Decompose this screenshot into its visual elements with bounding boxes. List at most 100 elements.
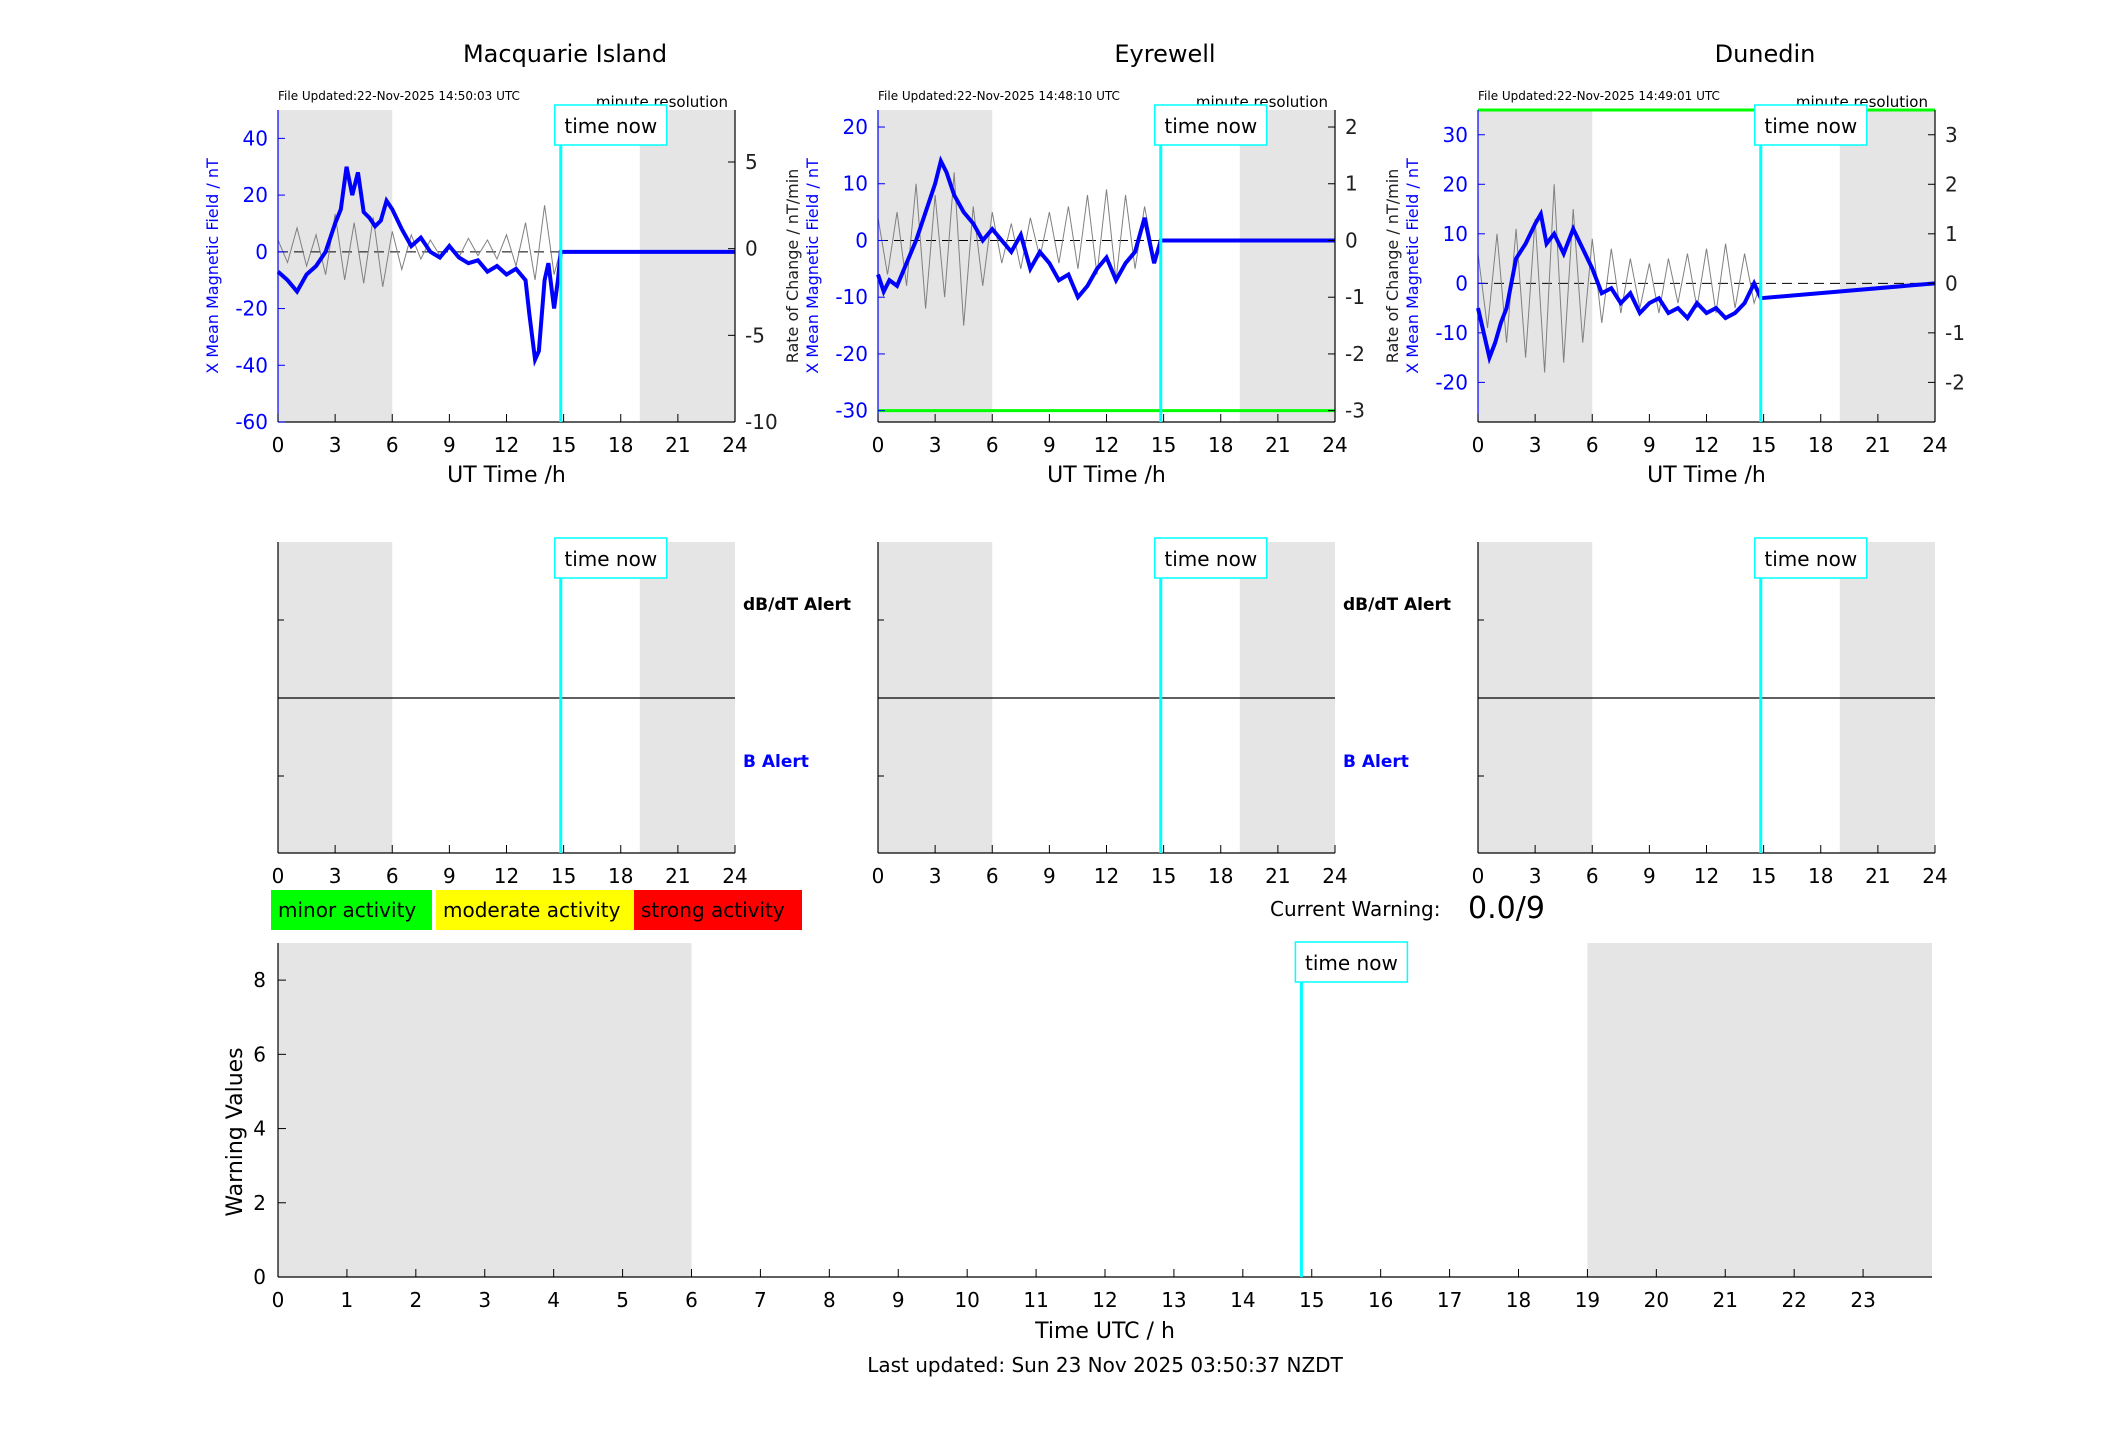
station-2-ytick-label-4: -10 <box>1435 321 1468 345</box>
station-0-xtick-label-4: 12 <box>494 433 519 457</box>
warning-xtick-label-7: 7 <box>754 1288 767 1312</box>
station-1-night-shade-1 <box>1239 110 1335 422</box>
bottom-xlabel: Time UTC / h <box>1034 1319 1175 1344</box>
station-2-xtick-label-1: 3 <box>1529 433 1542 457</box>
station-1-ytick-label-4: -20 <box>835 342 868 366</box>
station-1-xtick-label-3: 9 <box>1043 433 1056 457</box>
alert-0-xtick-label-7: 21 <box>665 864 690 888</box>
alert-0-xtick-label-5: 15 <box>551 864 576 888</box>
station-1-night-shade-0 <box>878 110 993 422</box>
alert-2-xtick-label-1: 3 <box>1529 864 1542 888</box>
station-0-xlabel: UT Time /h <box>447 463 566 488</box>
file-updated-dunedin: File Updated:22-Nov-2025 14:49:01 UTC <box>1478 89 1720 103</box>
last-updated: Last updated: Sun 23 Nov 2025 03:50:37 N… <box>867 1353 1343 1377</box>
station-0-ylabel: X Mean Magnetic Field / nT <box>203 158 222 374</box>
alert-0-xtick-label-6: 18 <box>608 864 633 888</box>
warning-xtick-label-6: 6 <box>685 1288 698 1312</box>
station-2-xtick-label-3: 9 <box>1643 433 1656 457</box>
warning-xtick-label-15: 15 <box>1299 1288 1324 1312</box>
station-1-y2tick-label-0: 2 <box>1345 115 1358 139</box>
file-updated-macquarie: File Updated:22-Nov-2025 14:50:03 UTC <box>278 89 520 103</box>
station-0-xtick-label-5: 15 <box>551 433 576 457</box>
alert-0-xtick-label-2: 6 <box>386 864 399 888</box>
station-2-y2tick-label-3: 0 <box>1945 271 1958 295</box>
alert-1-time-now-label: time now <box>1164 547 1257 571</box>
station-1-xtick-label-2: 6 <box>986 433 999 457</box>
station-0-night-shade-1 <box>639 110 735 422</box>
warning-xtick-label-12: 12 <box>1092 1288 1117 1312</box>
station-0-xtick-label-6: 18 <box>608 433 633 457</box>
station-2-night-shade-0 <box>1478 110 1593 422</box>
alert-1-xtick-label-4: 12 <box>1094 864 1119 888</box>
station-1-xlabel: UT Time /h <box>1047 463 1166 488</box>
station-0-ytick-label-5: -60 <box>235 410 268 434</box>
bottom-ylabel: Warning Values <box>223 1047 248 1216</box>
station-2-field-series <box>1476 208 1936 365</box>
warning-xtick-label-14: 14 <box>1230 1288 1255 1312</box>
station-1-xtick-label-0: 0 <box>872 433 885 457</box>
station-2-xlabel: UT Time /h <box>1647 463 1766 488</box>
warning-xtick-label-18: 18 <box>1506 1288 1531 1312</box>
alert-0-xtick-label-3: 9 <box>443 864 456 888</box>
station-1-y2tick-label-5: -3 <box>1345 399 1365 423</box>
station-1-ytick-label-1: 10 <box>843 172 868 196</box>
warning-xtick-label-23: 23 <box>1850 1288 1875 1312</box>
alert-1-xtick-label-8: 24 <box>1322 864 1347 888</box>
moderate-activity-label: moderate activity <box>443 898 621 922</box>
alert-2-time-now-label: time now <box>1764 547 1857 571</box>
warning-ytick-label-1: 6 <box>253 1042 266 1066</box>
station-2-ytick-label-3: 0 <box>1455 271 1468 295</box>
alert-2-xtick-label-4: 12 <box>1694 864 1719 888</box>
station-1-xtick-label-6: 18 <box>1208 433 1233 457</box>
alert-2-xtick-label-2: 6 <box>1586 864 1599 888</box>
station-2-time-now-label: time now <box>1764 114 1857 138</box>
station-0-time-now-box <box>554 104 668 146</box>
alert-2-xtick-label-3: 9 <box>1643 864 1656 888</box>
station-1-ylabel: X Mean Magnetic Field / nT <box>803 158 822 374</box>
warning-xtick-label-9: 9 <box>892 1288 905 1312</box>
alert-1-xtick-label-2: 6 <box>986 864 999 888</box>
station-0-time-now-label: time now <box>564 114 657 138</box>
station-1-field-series <box>876 155 1335 301</box>
station-0-ytick-label-2: 0 <box>255 240 268 264</box>
station-1-y2tick-label-3: -1 <box>1345 285 1365 309</box>
warning-xtick-label-20: 20 <box>1644 1288 1669 1312</box>
station-2-y2tick-label-4: -1 <box>1945 321 1965 345</box>
warning-xtick-label-13: 13 <box>1161 1288 1186 1312</box>
station-2-ytick-label-1: 20 <box>1443 172 1468 196</box>
warning-xtick-label-1: 1 <box>341 1288 354 1312</box>
station-1-ytick-label-0: 20 <box>843 115 868 139</box>
station-0-ytick-label-3: -20 <box>235 297 268 321</box>
station-0-ytick-label-1: 20 <box>243 183 268 207</box>
station-0-ytick-label-4: -40 <box>235 353 268 377</box>
station-0-rate-of-change-series <box>277 205 562 287</box>
warning-time-now-label: time now <box>1305 951 1398 975</box>
warning-xtick-label-5: 5 <box>616 1288 629 1312</box>
warning-ytick-label-2: 4 <box>253 1117 266 1141</box>
station-0-xtick-label-3: 9 <box>443 433 456 457</box>
moderate-activity-swatch <box>436 890 634 930</box>
alert-0-time-now-box <box>554 537 668 579</box>
b-alert-label-1: B Alert <box>743 752 809 772</box>
warning-ytick-label-4: 0 <box>253 1265 266 1289</box>
station-2-time-now-box <box>1754 104 1868 146</box>
station-0-y2tick-label-0: 5 <box>745 150 758 174</box>
station-0-night-shade-0 <box>278 110 393 422</box>
station-1-xtick-label-7: 21 <box>1265 433 1290 457</box>
file-updated-eyrewell: File Updated:22-Nov-2025 14:48:10 UTC <box>878 89 1120 103</box>
minor-activity-label: minor activity <box>278 898 416 922</box>
alert-1-time-now-box <box>1154 537 1268 579</box>
station-2-ytick-label-5: -20 <box>1435 370 1468 394</box>
alert-2-xtick-label-6: 18 <box>1808 864 1833 888</box>
warning-xtick-label-16: 16 <box>1368 1288 1393 1312</box>
alert-0-time-now-label: time now <box>564 547 657 571</box>
station-title-dunedin: Dunedin <box>1715 40 1816 68</box>
station-0-field-series <box>276 166 735 367</box>
station-2-xtick-label-4: 12 <box>1694 433 1719 457</box>
station-0-y2tick-label-3: -10 <box>745 410 778 434</box>
alert-2-xtick-label-0: 0 <box>1472 864 1485 888</box>
station-2-ylabel-right: Rate of Change / nT/min <box>1383 169 1402 364</box>
station-1-time-now-label: time now <box>1164 114 1257 138</box>
